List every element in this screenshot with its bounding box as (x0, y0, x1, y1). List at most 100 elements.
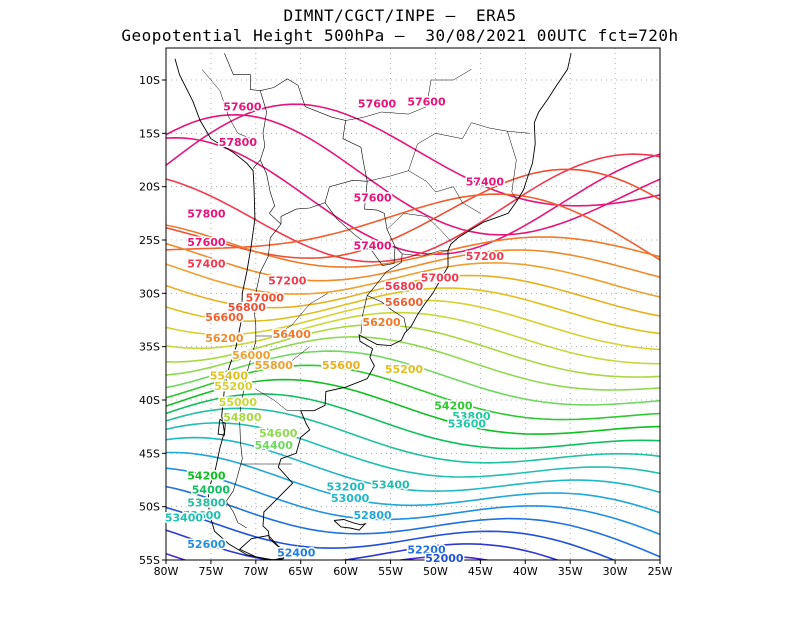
contour-line (166, 364, 660, 421)
lon-tick-label: 55W (378, 565, 403, 578)
contour-label: 54800 (223, 411, 262, 424)
contour-label: 53400 (165, 511, 204, 524)
contour-line (166, 224, 660, 268)
contour-line (166, 103, 660, 207)
lat-tick-label: 10S (139, 74, 160, 87)
border-peru-bolivia-chile (224, 53, 267, 169)
contour-label: 57200 (466, 250, 505, 263)
contour-label: 57200 (268, 275, 307, 288)
border-paraguay-argentina (324, 202, 396, 266)
peru-region-borders (201, 69, 252, 139)
contour-label: 54000 (192, 484, 231, 497)
contour-label: 54400 (255, 439, 294, 452)
border-bolivia-brazil (260, 78, 368, 182)
axis-ticks: 80W 75W 70W 65W 60W 55W 50W 45W 40W 35W 30W 25W 10S 1… (139, 74, 673, 578)
contour-label: 57600 (353, 191, 392, 204)
contour-label: 53600 (183, 509, 222, 522)
border-bolivia-chile (260, 159, 276, 214)
contour-label: 52000 (425, 552, 464, 565)
contour-label: 57800 (219, 136, 258, 149)
contour-label: 52600 (187, 538, 226, 551)
contour-label: 57400 (466, 175, 505, 188)
map-background (166, 48, 660, 560)
brazil-state-borders-3 (408, 122, 530, 171)
contour-line (166, 393, 660, 450)
contour-label: 54600 (259, 427, 298, 440)
contour-line (166, 350, 660, 406)
contour-line (166, 323, 660, 378)
contour-label: 54200 (187, 470, 226, 483)
border-chile-argentina (225, 213, 282, 529)
title-line-2: Geopotential Height 500hPa – 30/08/2021 … (121, 26, 679, 45)
contour-label: 53200 (326, 480, 365, 493)
contour-label: 57400 (187, 257, 226, 270)
contour-line (166, 422, 660, 478)
contour-label: 57800 (187, 207, 226, 220)
lat-tick-label: 25S (139, 234, 160, 247)
contour-line (166, 287, 660, 335)
contour-line (166, 193, 660, 261)
lat-tick-label: 20S (139, 181, 160, 194)
contour-label: 56200 (362, 316, 401, 329)
contour-label: 53000 (331, 492, 370, 505)
contour-line (166, 274, 660, 317)
lon-tick-label: 30W (603, 565, 628, 578)
title-line-1: DIMNT/CGCT/INPE – ERA5 (283, 6, 517, 25)
contour-label: 56800 (385, 280, 424, 293)
contour-line (166, 569, 660, 571)
contour-label: 52800 (353, 509, 392, 522)
contour-label: 57000 (421, 271, 460, 284)
lon-tick-label: 35W (558, 565, 583, 578)
falkland-islands (333, 519, 367, 531)
contour-label: 56600 (385, 296, 424, 309)
lon-tick-label: 45W (468, 565, 493, 578)
border-bolivia-paraguay-argentina (280, 179, 368, 224)
contour-label: 57600 (407, 95, 446, 108)
contour-label: 56600 (205, 311, 244, 324)
contour-label: 57600 (187, 236, 226, 249)
contour-label: 57600 (223, 101, 262, 114)
contour-line (166, 262, 660, 298)
contour-label: 53800 (452, 410, 491, 423)
border-uruguay-argentina (360, 295, 368, 334)
brazil-state-borders-2 (367, 170, 481, 214)
contour-line (166, 529, 560, 560)
lat-tick-label: 15S (139, 127, 160, 140)
tierra-del-fuego (238, 535, 293, 560)
contour-label: 53400 (371, 478, 410, 491)
lon-tick-label: 70W (243, 565, 268, 578)
lon-tick-label: 25W (648, 565, 673, 578)
contour-label: 53600 (448, 417, 487, 430)
contour-label: 52400 (277, 547, 316, 560)
contour-label: 56400 (273, 328, 312, 341)
contour-line (166, 467, 660, 536)
lon-tick-label: 80W (154, 565, 179, 578)
contour-line (166, 299, 660, 351)
lat-tick-label: 35S (139, 341, 160, 354)
lon-tick-label: 65W (288, 565, 313, 578)
contour-label: 55400 (210, 369, 249, 382)
lon-tick-label: 50W (423, 565, 448, 578)
lon-tick-label: 60W (333, 565, 358, 578)
contour-label: 55600 (322, 359, 361, 372)
contour-label: 52200 (407, 543, 446, 556)
lat-tick-label: 45S (139, 447, 160, 460)
border-argentina-brazil-uruguay (366, 246, 407, 331)
contour-line (166, 407, 660, 464)
contour-label: 57600 (358, 97, 397, 110)
contour-line (166, 242, 660, 282)
contour-label: 55800 (255, 359, 294, 372)
contour-line (166, 436, 660, 494)
contour-line (166, 506, 616, 560)
contour-label: 55200 (214, 380, 253, 393)
contour-line (166, 485, 660, 558)
contour-line (166, 113, 660, 236)
chiloe-island (217, 418, 226, 436)
brazil-state-borders-6 (507, 131, 518, 201)
contour-line (166, 378, 660, 435)
contour-label: 57000 (246, 292, 285, 305)
contour-line (166, 136, 660, 256)
lat-tick-label: 40S (139, 394, 160, 407)
contour-label: 57400 (353, 239, 392, 252)
